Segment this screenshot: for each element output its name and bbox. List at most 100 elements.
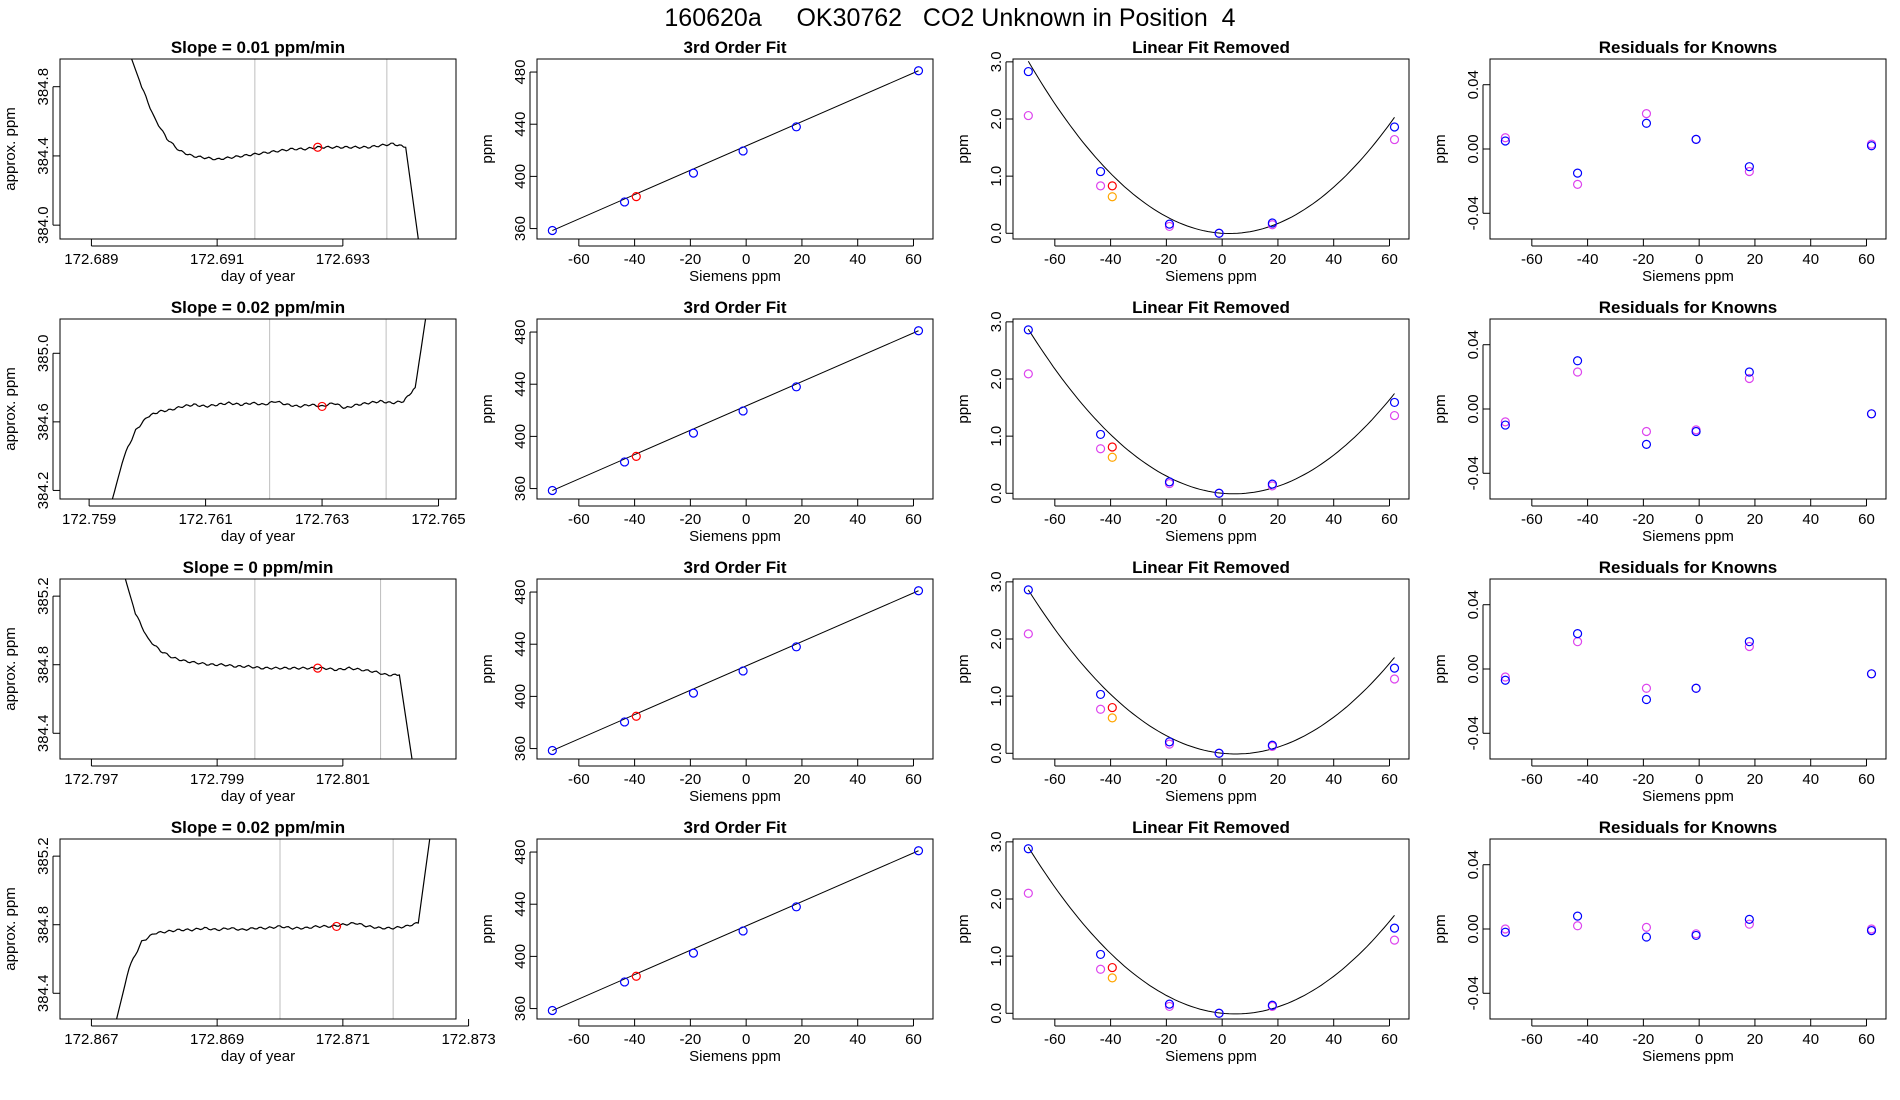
x-tick-label: 172.689 — [64, 251, 118, 268]
x-tick-label: 60 — [905, 511, 922, 528]
ppm-trace — [124, 579, 413, 759]
y-tick-label: 480 — [512, 60, 529, 85]
blue-point — [1389, 397, 1400, 408]
x-tick-label: 60 — [905, 771, 922, 788]
y-tick-label: 440 — [512, 892, 529, 917]
x-tick-label: 20 — [794, 251, 811, 268]
magenta-point — [1095, 964, 1106, 974]
panel-title: 3rd Order Fit — [684, 818, 787, 837]
plot-frame — [536, 838, 934, 1020]
y-tick-label: -0.04 — [1465, 716, 1482, 750]
x-tick-label: 0 — [1695, 771, 1703, 788]
residual-magenta-point — [1572, 367, 1583, 377]
x-tick-label: 60 — [1858, 251, 1875, 268]
y-tick-label: 2.0 — [988, 369, 1005, 390]
x-tick-label: 20 — [1747, 511, 1764, 528]
blue-point — [1164, 219, 1175, 229]
mean-point — [317, 401, 327, 412]
quadratic-curve — [1027, 589, 1395, 755]
blue-point — [1164, 737, 1175, 747]
x-tick-label: 20 — [1270, 1031, 1287, 1048]
y-tick-label: 1.0 — [988, 946, 1005, 967]
magenta-point — [1095, 444, 1106, 454]
known-point — [913, 846, 924, 856]
quadratic-curve — [1027, 61, 1395, 235]
panel-4-3: Linear Fit Removed -60 -40 -20 0 20 40 60 0.0 1.0… — [955, 818, 1410, 1065]
known-point — [738, 146, 748, 156]
panel-title: Slope = 0 ppm/min — [183, 558, 334, 577]
known-point — [688, 428, 699, 438]
x-axis-label: Siemens ppm — [689, 528, 781, 545]
y-tick-label: 384.8 — [35, 68, 52, 106]
x-axis-label: Siemens ppm — [1165, 788, 1257, 805]
x-tick-label: -40 — [1100, 1031, 1122, 1048]
known-point — [791, 382, 801, 392]
y-tick-label: 480 — [512, 580, 529, 605]
y-tick-label: 400 — [512, 164, 529, 189]
residual-blue-point — [1500, 927, 1510, 937]
y-tick-label: 0.00 — [1465, 134, 1482, 163]
x-tick-label: -20 — [680, 251, 702, 268]
y-tick-label: 2.0 — [988, 629, 1005, 650]
y-axis-label: ppm — [955, 914, 972, 943]
blue-point — [1095, 949, 1106, 960]
known-point — [619, 717, 630, 727]
x-tick-label: 172.871 — [316, 1031, 370, 1048]
y-tick-label: 440 — [512, 632, 529, 657]
residual-blue-point — [1641, 694, 1652, 705]
x-tick-label: 0 — [1218, 771, 1226, 788]
panel-2-3: Linear Fit Removed -60 -40 -20 0 20 40 60 0.0 1.0… — [955, 298, 1410, 545]
x-tick-label: 0 — [742, 251, 750, 268]
blue-point — [1267, 479, 1277, 489]
panel-title: Residuals for Knowns — [1599, 38, 1778, 57]
y-tick-label: 0.00 — [1465, 394, 1482, 423]
x-tick-label: 172.867 — [64, 1031, 118, 1048]
magenta-point — [1164, 1001, 1175, 1012]
residual-blue-point — [1500, 675, 1510, 685]
x-tick-label: 60 — [1381, 771, 1398, 788]
known-point — [547, 485, 557, 496]
y-tick-label: 384.4 — [35, 715, 52, 753]
y-tick-label: 384.4 — [35, 137, 52, 175]
x-tick-label: -40 — [1100, 771, 1122, 788]
unknown-point — [631, 192, 641, 202]
residual-blue-point — [1691, 134, 1701, 144]
x-tick-label: 40 — [1325, 511, 1342, 528]
residual-magenta-point — [1744, 373, 1754, 384]
y-tick-label: 3.0 — [988, 831, 1005, 852]
blue-point — [1267, 1000, 1277, 1010]
y-tick-label: -0.04 — [1465, 456, 1482, 490]
fit-line — [552, 330, 919, 491]
y-tick-label: 480 — [512, 320, 529, 345]
x-tick-label: -20 — [1633, 1031, 1655, 1048]
x-tick-label: 40 — [849, 771, 866, 788]
known-point — [791, 122, 801, 132]
plot-area — [124, 579, 413, 759]
plot-area — [1023, 844, 1400, 1018]
x-tick-label: 40 — [849, 511, 866, 528]
x-tick-label: -40 — [1100, 251, 1122, 268]
y-tick-label: 384.6 — [35, 403, 52, 441]
blue-point — [1389, 923, 1400, 933]
known-point — [913, 326, 924, 336]
x-tick-label: 172.691 — [190, 251, 244, 268]
x-axis-label: Siemens ppm — [1642, 788, 1734, 805]
x-axis-label: Siemens ppm — [1165, 268, 1257, 285]
residual-magenta-point — [1500, 924, 1510, 934]
orange-point — [1107, 452, 1117, 462]
x-tick-label: -20 — [1633, 251, 1655, 268]
x-tick-label: -20 — [680, 771, 702, 788]
known-point — [791, 902, 801, 912]
y-tick-label: 385.2 — [35, 837, 52, 875]
x-axis-label: Siemens ppm — [1642, 528, 1734, 545]
y-tick-label: 1.0 — [988, 686, 1005, 707]
plot-area — [1500, 109, 1877, 189]
x-tick-label: 172.759 — [62, 511, 116, 528]
panel-2-4: Residuals for Knowns -60 -40 -20 0 20 40 60 -0.0… — [1432, 298, 1887, 545]
y-tick-label: 0.04 — [1465, 330, 1482, 359]
panel-1-3: Linear Fit Removed -60 -40 -20 0 20 40 60 0.0 1.0… — [955, 38, 1410, 285]
x-tick-label: 60 — [905, 1031, 922, 1048]
magenta-point — [1164, 221, 1175, 232]
residual-blue-point — [1641, 118, 1652, 128]
